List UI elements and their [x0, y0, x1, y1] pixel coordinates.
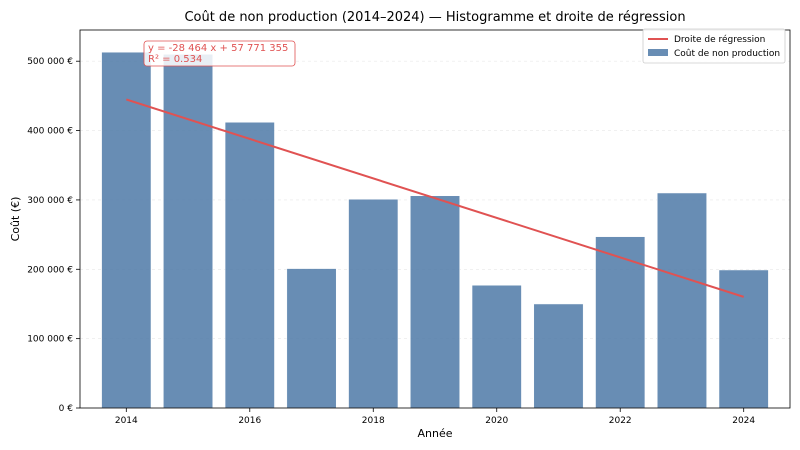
y-axis-label: Coût (€) [9, 197, 22, 242]
x-axis-ticks: 2014 2016 2018 2020 2022 2024 [115, 408, 755, 426]
x-tick-label: 2024 [732, 416, 755, 426]
bar [410, 195, 460, 409]
bar [718, 269, 769, 409]
legend-box [642, 28, 786, 64]
bar [163, 54, 213, 409]
legend-label-bars: Coût de non production [674, 49, 780, 59]
x-tick-label: 2020 [485, 416, 508, 426]
annotation-box [143, 40, 296, 67]
regression-equation: y = -28 464 x + 57 771 355 [148, 43, 288, 54]
legend: Droite de régression Coût de non product… [642, 28, 786, 64]
r-squared: R² = 0.534 [148, 54, 202, 65]
y-tick-label: 300 000 € [27, 196, 73, 206]
x-tick-label: 2022 [609, 416, 632, 426]
y-tick-label: 500 000 € [27, 57, 73, 67]
y-tick-label: 0 € [59, 404, 74, 414]
x-axis-label: Année [417, 427, 452, 440]
x-tick-label: 2014 [115, 416, 138, 426]
y-tick-label: 100 000 € [27, 335, 73, 345]
bar [286, 268, 337, 409]
bar [224, 121, 275, 409]
y-tick-label: 200 000 € [27, 265, 73, 275]
bar [533, 303, 584, 409]
y-axis-ticks: 0 € 100 000 € 200 000 € 300 000 € 400 000 € 5… [27, 57, 80, 414]
legend-label-regression: Droite de régression [674, 34, 765, 45]
chart-title: Coût de non production (2014–2024) — His… [184, 10, 685, 25]
equation-annotation: y = -28 464 x + 57 771 355 R² = 0.534 [143, 40, 296, 67]
bar [471, 284, 522, 409]
regression-line-group [125, 98, 745, 298]
regression-line [125, 98, 745, 298]
bars [101, 51, 769, 409]
bar [348, 198, 399, 409]
bar [101, 51, 152, 409]
legend-bar-swatch [648, 49, 668, 56]
x-tick-label: 2018 [362, 416, 385, 426]
bar [657, 192, 707, 409]
y-tick-label: 400 000 € [27, 127, 73, 137]
plot-frame [79, 29, 791, 409]
x-tick-label: 2016 [238, 416, 261, 426]
